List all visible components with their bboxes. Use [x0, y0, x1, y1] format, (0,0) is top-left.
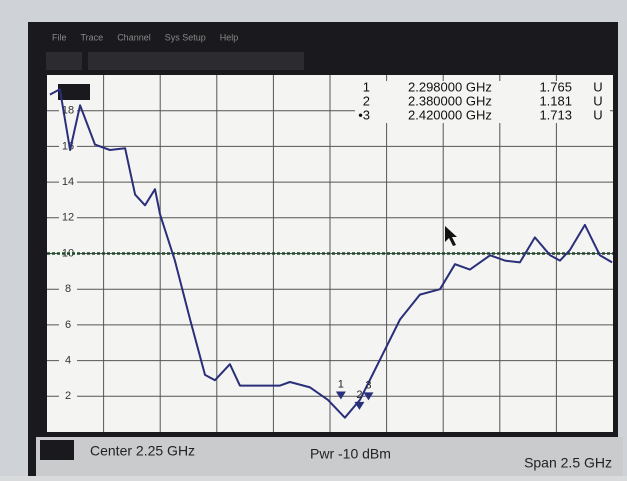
menu-item: Channel [117, 32, 151, 42]
y-tick-label: 14 [62, 176, 74, 188]
y-tick-label: 4 [65, 355, 71, 367]
marker-label: 2 [356, 389, 362, 401]
marker-row-name: •3 [358, 107, 370, 122]
menu-item: Trace [81, 32, 104, 42]
marker-label: 1 [338, 378, 344, 390]
center-label: Center 2.25 GHz [90, 443, 195, 459]
marker-label: 3 [365, 379, 371, 391]
marker-row-frequency: 2.380000 GHz [408, 93, 492, 108]
page: Pwr -10 dBm Center 2.25 GHz Span 2.5 GHz… [0, 0, 627, 481]
marker-row-name: 2 [363, 93, 370, 108]
menu-item: File [52, 32, 67, 42]
marker-box [58, 84, 90, 100]
marker-row-unit: U [593, 93, 602, 108]
marker-row-unit: U [593, 107, 602, 122]
menu-item: Help [220, 32, 239, 42]
power-label: Pwr -10 dBm [310, 446, 391, 462]
span-label: Span 2.5 GHz [524, 455, 612, 471]
marker-row-name: 1 [363, 79, 370, 94]
marker-row-value: 1.181 [539, 93, 572, 108]
screen: Pwr -10 dBm Center 2.25 GHz Span 2.5 GHz… [0, 0, 627, 476]
marker-row-value: 1.765 [539, 79, 572, 94]
marker-row-unit: U [593, 79, 602, 94]
y-tick-label: 2 [65, 390, 71, 402]
marker-row-frequency: 2.298000 GHz [408, 79, 492, 94]
status-box [40, 440, 74, 460]
y-tick-label: 8 [65, 283, 71, 295]
marker-row-frequency: 2.420000 GHz [408, 107, 492, 122]
marker-row-value: 1.713 [539, 107, 572, 122]
y-tick-label: 6 [65, 319, 71, 331]
toolbar-field [88, 52, 304, 70]
y-tick-label: 12 [62, 212, 74, 224]
toolbar-button [46, 52, 82, 70]
menu-item: Sys Setup [165, 32, 206, 42]
